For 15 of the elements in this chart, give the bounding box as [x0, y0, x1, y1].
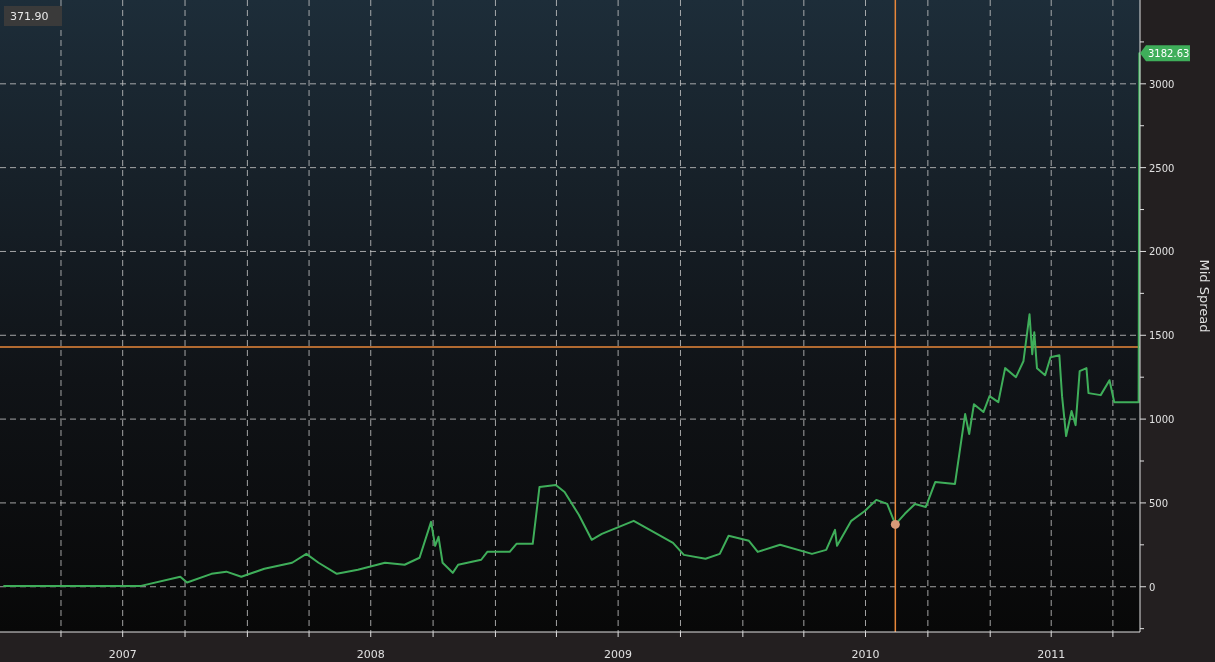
x-tick-label: 2007: [108, 648, 137, 661]
annotation: 3182.63: [1148, 48, 1190, 60]
y-tick-label: 1500: [1149, 330, 1175, 342]
y-tick-label: 500: [1149, 497, 1169, 509]
y-tick-label: 3000: [1149, 78, 1175, 90]
x-tick-label: 2009: [604, 648, 633, 661]
y-tick-label: 0: [1149, 581, 1156, 593]
y-tick-label: 2000: [1149, 246, 1175, 258]
x-tick-label: 2010: [851, 648, 880, 661]
x-tick-label: 2011: [1037, 648, 1066, 661]
annotation: 371.90: [10, 10, 49, 23]
x-tick-label: 2008: [356, 648, 385, 661]
y-tick-label: 2500: [1149, 162, 1175, 174]
y-tick-label: 1000: [1149, 414, 1175, 426]
y-axis-title: Mid Spread: [1197, 259, 1212, 333]
